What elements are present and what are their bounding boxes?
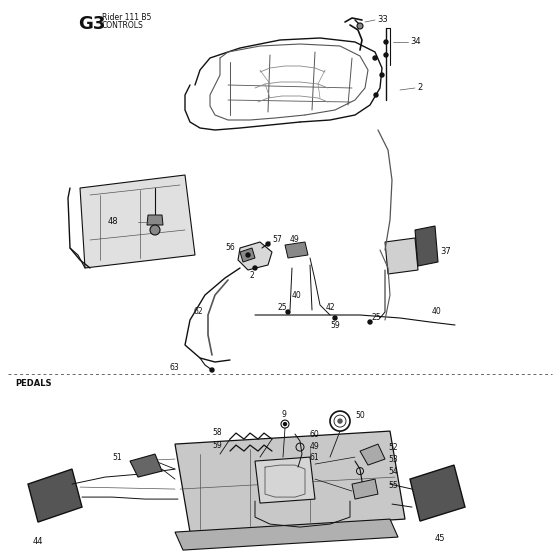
Text: 59: 59 bbox=[212, 441, 222, 450]
Text: 34: 34 bbox=[410, 38, 421, 46]
Text: 61: 61 bbox=[310, 452, 320, 461]
Text: 37: 37 bbox=[440, 248, 451, 256]
Circle shape bbox=[266, 242, 270, 246]
Text: 51: 51 bbox=[112, 452, 122, 461]
Text: 9: 9 bbox=[282, 409, 287, 418]
Circle shape bbox=[384, 40, 388, 44]
Circle shape bbox=[357, 23, 363, 29]
Polygon shape bbox=[415, 226, 438, 266]
Text: 48: 48 bbox=[108, 217, 119, 226]
Polygon shape bbox=[130, 454, 162, 477]
Text: 49: 49 bbox=[310, 442, 320, 451]
Text: Rider 111 B5: Rider 111 B5 bbox=[102, 13, 151, 22]
Circle shape bbox=[373, 56, 377, 60]
Polygon shape bbox=[238, 242, 272, 270]
Text: 40: 40 bbox=[432, 307, 442, 316]
Polygon shape bbox=[360, 444, 385, 465]
Polygon shape bbox=[385, 238, 418, 274]
Text: G3: G3 bbox=[78, 15, 105, 33]
Text: 54: 54 bbox=[388, 466, 398, 475]
Polygon shape bbox=[255, 457, 315, 503]
Text: 44: 44 bbox=[32, 537, 43, 546]
Circle shape bbox=[150, 225, 160, 235]
Text: 40: 40 bbox=[292, 291, 302, 300]
Circle shape bbox=[210, 368, 214, 372]
Text: 53: 53 bbox=[388, 455, 398, 464]
Text: 49: 49 bbox=[290, 236, 300, 245]
Text: 2: 2 bbox=[417, 83, 422, 92]
Text: 50: 50 bbox=[355, 410, 365, 419]
Text: 60: 60 bbox=[310, 430, 320, 438]
Text: 25: 25 bbox=[278, 304, 288, 312]
Circle shape bbox=[368, 320, 372, 324]
Text: 52: 52 bbox=[388, 442, 398, 451]
Text: 2: 2 bbox=[250, 272, 255, 281]
Circle shape bbox=[283, 423, 287, 426]
Text: PEDALS: PEDALS bbox=[15, 379, 52, 388]
Circle shape bbox=[246, 253, 250, 257]
Polygon shape bbox=[240, 248, 255, 262]
Text: 59: 59 bbox=[330, 321, 340, 330]
Polygon shape bbox=[285, 242, 308, 258]
Polygon shape bbox=[410, 465, 465, 521]
Polygon shape bbox=[352, 479, 378, 499]
Text: 62: 62 bbox=[193, 307, 203, 316]
Polygon shape bbox=[28, 469, 82, 522]
Polygon shape bbox=[175, 431, 405, 532]
Text: 25: 25 bbox=[372, 314, 381, 323]
Text: 58: 58 bbox=[212, 428, 222, 437]
Text: 55: 55 bbox=[388, 480, 398, 489]
Circle shape bbox=[286, 310, 290, 314]
Polygon shape bbox=[175, 519, 398, 550]
Text: 56: 56 bbox=[225, 244, 235, 253]
Circle shape bbox=[253, 266, 257, 270]
Circle shape bbox=[333, 316, 337, 320]
Text: 57: 57 bbox=[272, 236, 282, 245]
Text: 45: 45 bbox=[435, 534, 445, 543]
Text: 63: 63 bbox=[170, 363, 180, 372]
Circle shape bbox=[338, 419, 342, 423]
Text: CONTROLS: CONTROLS bbox=[102, 21, 144, 30]
Circle shape bbox=[380, 73, 384, 77]
Polygon shape bbox=[80, 175, 195, 268]
Text: 42: 42 bbox=[325, 304, 335, 312]
Polygon shape bbox=[147, 215, 163, 225]
Circle shape bbox=[374, 93, 378, 97]
Text: 33: 33 bbox=[377, 16, 388, 25]
Circle shape bbox=[384, 53, 388, 57]
